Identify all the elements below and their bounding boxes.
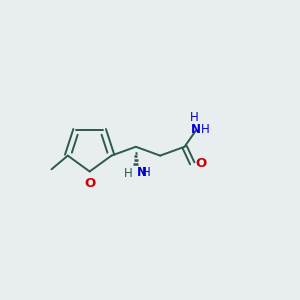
Text: H: H bbox=[190, 112, 199, 124]
Text: N: N bbox=[191, 123, 201, 136]
Text: H: H bbox=[142, 167, 151, 179]
Text: N: N bbox=[137, 167, 147, 179]
Text: H: H bbox=[124, 167, 133, 180]
Text: H: H bbox=[201, 123, 210, 136]
Text: O: O bbox=[84, 177, 95, 190]
Text: O: O bbox=[195, 157, 206, 170]
